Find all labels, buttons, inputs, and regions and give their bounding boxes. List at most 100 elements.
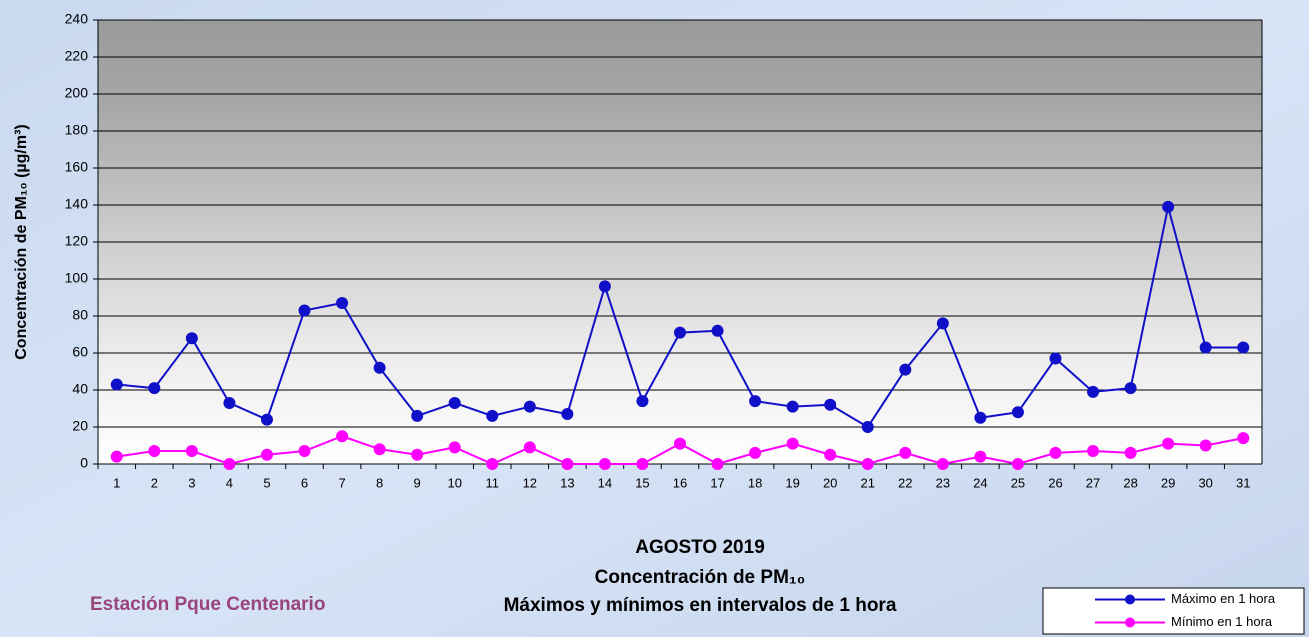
data-point <box>899 364 911 376</box>
data-point <box>787 438 799 450</box>
data-point <box>1012 406 1024 418</box>
y-tick-label: 100 <box>65 270 89 286</box>
data-point <box>561 458 573 470</box>
y-tick-label: 40 <box>72 381 88 397</box>
data-point <box>787 401 799 413</box>
y-tick-label: 220 <box>65 48 89 64</box>
data-point <box>1237 432 1249 444</box>
y-tick-label: 240 <box>65 11 89 27</box>
data-point <box>712 325 724 337</box>
x-tick-label: 18 <box>748 475 762 490</box>
data-point <box>486 458 498 470</box>
data-point <box>824 399 836 411</box>
data-point <box>111 451 123 463</box>
x-tick-label: 7 <box>338 475 345 490</box>
data-point <box>1237 341 1249 353</box>
data-point <box>1200 341 1212 353</box>
legend-marker <box>1125 618 1135 628</box>
data-point <box>862 421 874 433</box>
data-point <box>524 441 536 453</box>
x-tick-label: 31 <box>1236 475 1250 490</box>
chart-title: AGOSTO 2019 <box>635 537 765 558</box>
y-tick-label: 140 <box>65 196 89 212</box>
data-point <box>937 458 949 470</box>
data-point <box>974 412 986 424</box>
data-point <box>111 378 123 390</box>
data-point <box>449 397 461 409</box>
x-tick-label: 27 <box>1086 475 1100 490</box>
data-point <box>636 395 648 407</box>
x-tick-label: 26 <box>1048 475 1062 490</box>
x-tick-label: 20 <box>823 475 837 490</box>
x-tick-label: 11 <box>486 475 500 490</box>
data-point <box>1012 458 1024 470</box>
x-tick-label: 4 <box>226 475 233 490</box>
data-point <box>1162 438 1174 450</box>
y-tick-label: 120 <box>65 233 89 249</box>
data-point <box>561 408 573 420</box>
x-tick-label: 25 <box>1011 475 1025 490</box>
data-point <box>299 445 311 457</box>
data-point <box>1200 440 1212 452</box>
data-point <box>186 445 198 457</box>
x-tick-label: 16 <box>673 475 687 490</box>
x-tick-label: 24 <box>973 475 987 490</box>
x-tick-label: 8 <box>376 475 383 490</box>
data-point <box>223 458 235 470</box>
y-tick-label: 160 <box>65 159 89 175</box>
data-point <box>1125 447 1137 459</box>
data-point <box>674 438 686 450</box>
y-tick-label: 0 <box>80 455 88 471</box>
data-point <box>374 443 386 455</box>
x-tick-label: 1 <box>113 475 120 490</box>
x-tick-label: 6 <box>301 475 308 490</box>
data-point <box>599 458 611 470</box>
data-point <box>449 441 461 453</box>
data-point <box>186 332 198 344</box>
data-point <box>974 451 986 463</box>
data-point <box>261 449 273 461</box>
data-point <box>862 458 874 470</box>
data-point <box>299 304 311 316</box>
y-tick-label: 80 <box>72 307 88 323</box>
legend-label: Máximo en 1 hora <box>1171 591 1276 606</box>
data-point <box>336 297 348 309</box>
x-tick-label: 2 <box>151 475 158 490</box>
data-point <box>411 449 423 461</box>
station-label: Estación Pque Centenario <box>90 594 325 615</box>
data-point <box>712 458 724 470</box>
data-point <box>937 317 949 329</box>
chart-title: Concentración de PM₁₀ <box>595 567 806 588</box>
data-point <box>336 430 348 442</box>
x-tick-label: 22 <box>898 475 912 490</box>
data-point <box>749 447 761 459</box>
data-point <box>749 395 761 407</box>
data-point <box>411 410 423 422</box>
data-point <box>148 445 160 457</box>
data-point <box>223 397 235 409</box>
data-point <box>1125 382 1137 394</box>
x-tick-label: 19 <box>785 475 799 490</box>
y-tick-label: 20 <box>72 418 88 434</box>
y-axis-label: Concentración de PM₁₀ (µg/m³) <box>13 124 30 360</box>
x-tick-label: 12 <box>523 475 537 490</box>
data-point <box>599 280 611 292</box>
x-tick-label: 14 <box>598 475 612 490</box>
x-tick-label: 21 <box>861 475 875 490</box>
data-point <box>1087 386 1099 398</box>
data-point <box>148 382 160 394</box>
x-tick-label: 13 <box>560 475 574 490</box>
x-tick-label: 28 <box>1123 475 1137 490</box>
x-tick-label: 3 <box>188 475 195 490</box>
data-point <box>674 327 686 339</box>
data-point <box>1049 447 1061 459</box>
data-point <box>1087 445 1099 457</box>
y-tick-label: 200 <box>65 85 89 101</box>
x-tick-label: 9 <box>414 475 421 490</box>
x-tick-label: 17 <box>710 475 724 490</box>
chart-title: Máximos y mínimos en intervalos de 1 hor… <box>504 595 897 616</box>
x-tick-label: 10 <box>447 475 461 490</box>
data-point <box>636 458 648 470</box>
x-tick-label: 30 <box>1198 475 1212 490</box>
data-point <box>261 414 273 426</box>
